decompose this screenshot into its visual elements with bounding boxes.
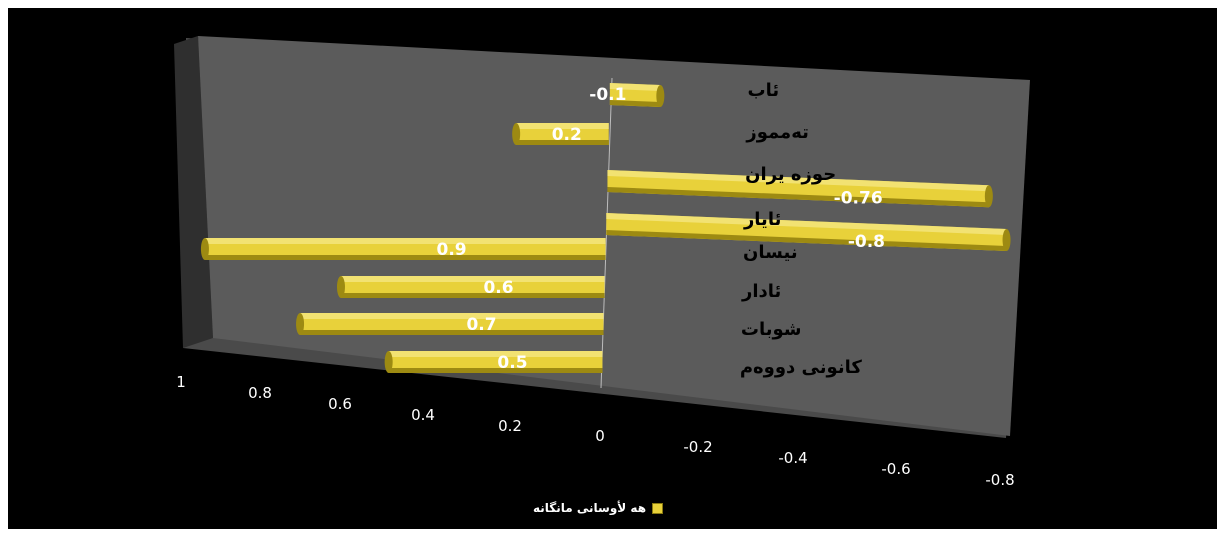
category-label: ئادار [741, 281, 781, 302]
x-tick-label: -0.4 [778, 449, 807, 467]
plot-side-wall [174, 36, 213, 348]
chart-frame: -0.1 0.2 -0.76 -0.8 0.9 0.6 0.7 0.5 ئاب تەمموز حو… [8, 8, 1217, 529]
category-label: شوبات [741, 319, 802, 340]
category-label: ئاب [748, 80, 780, 101]
data-label: 0.9 [437, 240, 467, 260]
x-tick-label: 0.4 [411, 406, 435, 424]
plot-wall-face [198, 36, 1030, 436]
category-label: نیسان [743, 242, 798, 263]
x-tick-label: -0.6 [881, 460, 910, 478]
bar [200, 238, 606, 260]
data-label: 0.7 [466, 315, 496, 335]
bar-top [204, 238, 606, 244]
data-label: -0.1 [589, 85, 626, 105]
bar [609, 83, 665, 107]
x-tick-label: -0.2 [683, 438, 712, 456]
category-label: حوزه یران [745, 164, 836, 185]
bar-end-cap [1002, 229, 1011, 251]
data-label: 0.5 [497, 353, 527, 373]
category-label: تەمموز [745, 122, 809, 143]
bar-shadow [388, 368, 603, 373]
bar-end-cap [336, 276, 345, 298]
x-tick-label: 0.2 [498, 417, 522, 435]
bar-top [388, 351, 603, 357]
bar-top [340, 276, 605, 282]
bar [384, 351, 603, 373]
bar-shadow [606, 230, 1007, 251]
x-axis-tick-labels: 1 0.8 0.6 0.4 0.2 0 -0.2 -0.4 -0.6 -0.8 [176, 373, 1014, 489]
bar-shadow [609, 100, 661, 107]
bar-end-cap [512, 123, 521, 145]
data-label: 0.6 [483, 278, 513, 298]
bar-chart: -0.1 0.2 -0.76 -0.8 0.9 0.6 0.70.5 ئاب تەمموز حو… [174, 36, 1030, 489]
category-label: کانونی دووەم [740, 357, 862, 378]
category-labels: ئاب تەمموز حوزه یران ئایار نیسان ئادار شوبات کا… [740, 80, 862, 378]
data-labels: -0.1 0.2 -0.76 -0.8 0.9 0.6 0.70.5 [437, 85, 885, 373]
bar-shadow [607, 187, 989, 208]
bars [200, 83, 1011, 373]
x-tick-label: 1 [176, 373, 186, 391]
bar-top [607, 170, 989, 192]
x-tick-label: 0.6 [328, 395, 352, 413]
data-label: 0.2 [552, 125, 582, 145]
bar-end-cap [984, 185, 993, 208]
x-tick-label: 0.8 [248, 384, 272, 402]
bar-end-cap [656, 85, 665, 107]
category-label: ئایار [743, 209, 781, 230]
legend-swatch [652, 502, 664, 514]
bar-shadow [204, 255, 606, 260]
bar-top [516, 123, 609, 129]
x-tick-label: -0.8 [985, 471, 1014, 489]
bar [606, 213, 1011, 251]
data-label: -0.76 [834, 189, 883, 209]
bar-top [300, 313, 604, 319]
bar-end-cap [296, 313, 305, 335]
bar [512, 123, 609, 145]
bar-shadow [340, 293, 605, 298]
bar-top [606, 213, 1007, 235]
bar [336, 276, 605, 298]
x-tick-label: 0 [595, 427, 605, 445]
bar-shadow [516, 140, 609, 145]
bar [607, 170, 993, 208]
legend-label: هه لأوسانی مانگانه [533, 501, 647, 515]
bar [296, 313, 604, 335]
bar-top [609, 83, 661, 91]
bar-shadow [300, 330, 604, 335]
bar-end-cap [384, 351, 393, 373]
legend: هه لأوسانی مانگانه [533, 501, 664, 515]
bar-end-cap [200, 238, 209, 260]
data-label: -0.8 [848, 232, 885, 252]
